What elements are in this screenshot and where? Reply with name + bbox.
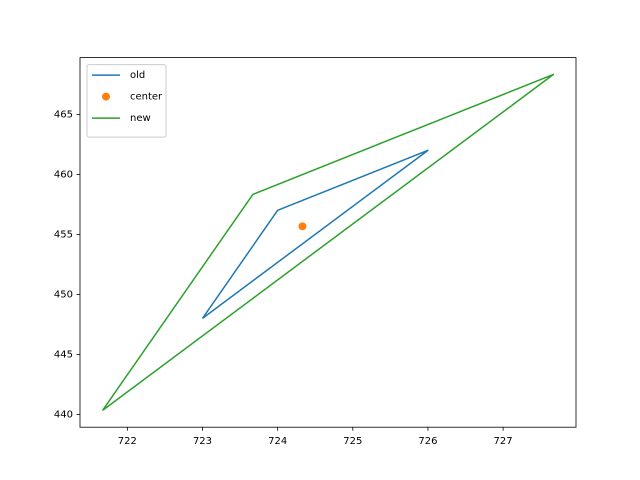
x-tick-label: 727	[494, 436, 513, 447]
legend-label: new	[130, 113, 151, 124]
axes-frame	[79, 57, 577, 428]
center-marker	[298, 222, 307, 231]
x-tick-label: 724	[268, 436, 287, 447]
y-tick-label: 465	[54, 109, 73, 120]
legend-box	[86, 64, 167, 138]
y-tick-label: 460	[54, 169, 73, 180]
x-tick-label: 725	[343, 436, 362, 447]
series-line	[101, 73, 555, 412]
x-tick-label: 726	[418, 436, 437, 447]
y-tick-label: 440	[54, 409, 73, 420]
legend-label: old	[130, 70, 145, 81]
legend-label: center	[130, 92, 163, 103]
y-tick-label: 450	[54, 289, 73, 300]
series-line	[201, 149, 429, 319]
x-tick-label: 723	[193, 436, 212, 447]
y-tick-label: 455	[54, 229, 73, 240]
legend-marker	[102, 92, 110, 101]
x-tick-label: 722	[118, 436, 137, 447]
y-tick-label: 445	[54, 349, 73, 360]
legend: old center new	[86, 64, 167, 138]
